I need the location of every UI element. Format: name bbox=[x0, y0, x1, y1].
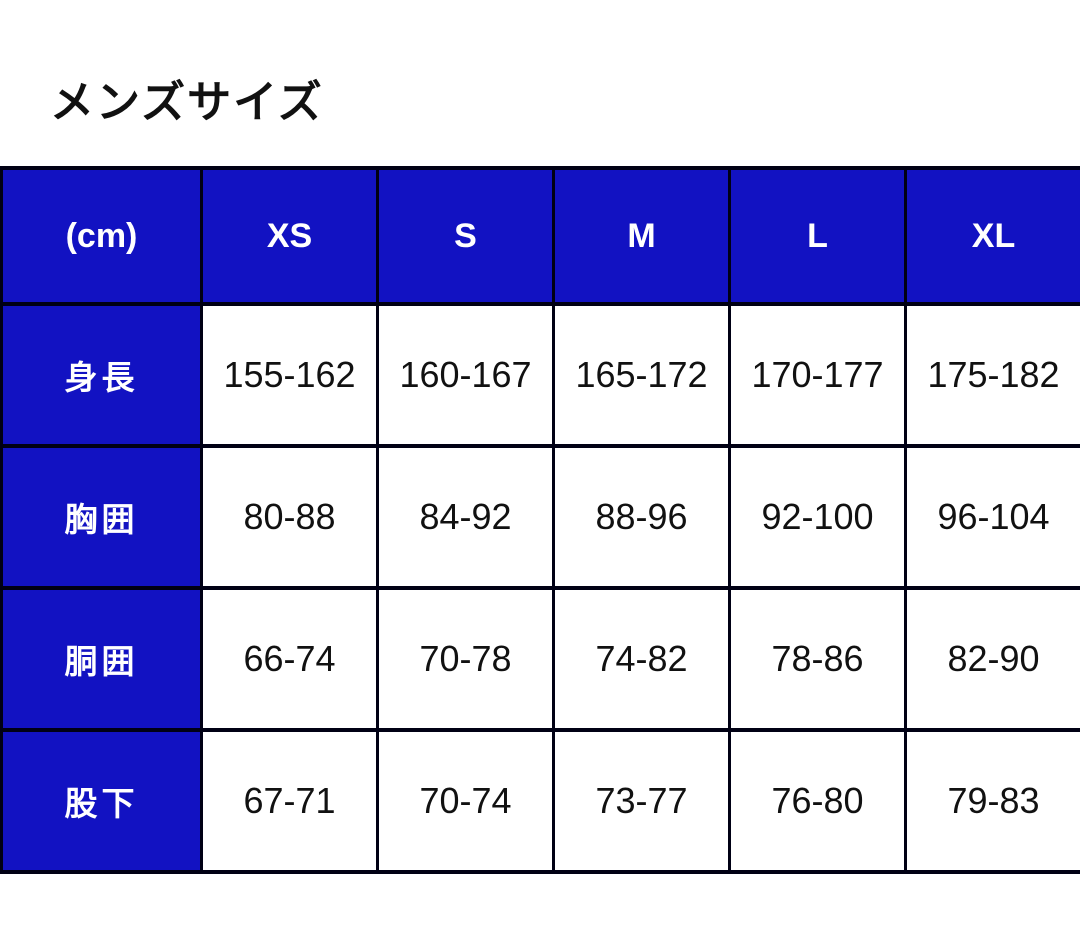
size-header-cell: S bbox=[376, 166, 555, 306]
unit-header-cell: (cm) bbox=[0, 166, 203, 306]
data-cell: 79-83 bbox=[904, 728, 1080, 874]
data-cell: 66-74 bbox=[200, 586, 379, 732]
size-table: (cm) XS S M L XL 身長 155-162 160-167 165-172 170-… bbox=[0, 166, 1080, 874]
data-cell: 175-182 bbox=[904, 302, 1080, 448]
data-cell: 170-177 bbox=[728, 302, 907, 448]
row-label-cell: 身長 bbox=[0, 302, 203, 448]
data-cell: 92-100 bbox=[728, 444, 907, 590]
data-cell: 160-167 bbox=[376, 302, 555, 448]
size-header-cell: M bbox=[552, 166, 731, 306]
header-row: (cm) XS S M L XL bbox=[0, 166, 1080, 306]
data-cell: 155-162 bbox=[200, 302, 379, 448]
row-label-cell: 股下 bbox=[0, 728, 203, 874]
table-row: 胴囲 66-74 70-78 74-82 78-86 82-90 bbox=[0, 586, 1080, 732]
table-row: 胸囲 80-88 84-92 88-96 92-100 96-104 bbox=[0, 444, 1080, 590]
data-cell: 74-82 bbox=[552, 586, 731, 732]
size-header-cell: XL bbox=[904, 166, 1080, 306]
data-cell: 67-71 bbox=[200, 728, 379, 874]
row-label-cell: 胴囲 bbox=[0, 586, 203, 732]
table-row: 股下 67-71 70-74 73-77 76-80 79-83 bbox=[0, 728, 1080, 874]
data-cell: 70-78 bbox=[376, 586, 555, 732]
page-title: メンズサイズ bbox=[50, 78, 324, 127]
data-cell: 73-77 bbox=[552, 728, 731, 874]
data-cell: 82-90 bbox=[904, 586, 1080, 732]
data-cell: 165-172 bbox=[552, 302, 731, 448]
data-cell: 76-80 bbox=[728, 728, 907, 874]
size-header-cell: L bbox=[728, 166, 907, 306]
data-cell: 80-88 bbox=[200, 444, 379, 590]
row-label-cell: 胸囲 bbox=[0, 444, 203, 590]
data-cell: 84-92 bbox=[376, 444, 555, 590]
data-cell: 96-104 bbox=[904, 444, 1080, 590]
data-cell: 78-86 bbox=[728, 586, 907, 732]
data-cell: 88-96 bbox=[552, 444, 731, 590]
size-header-cell: XS bbox=[200, 166, 379, 306]
table-row: 身長 155-162 160-167 165-172 170-177 175-182 bbox=[0, 302, 1080, 448]
data-cell: 70-74 bbox=[376, 728, 555, 874]
